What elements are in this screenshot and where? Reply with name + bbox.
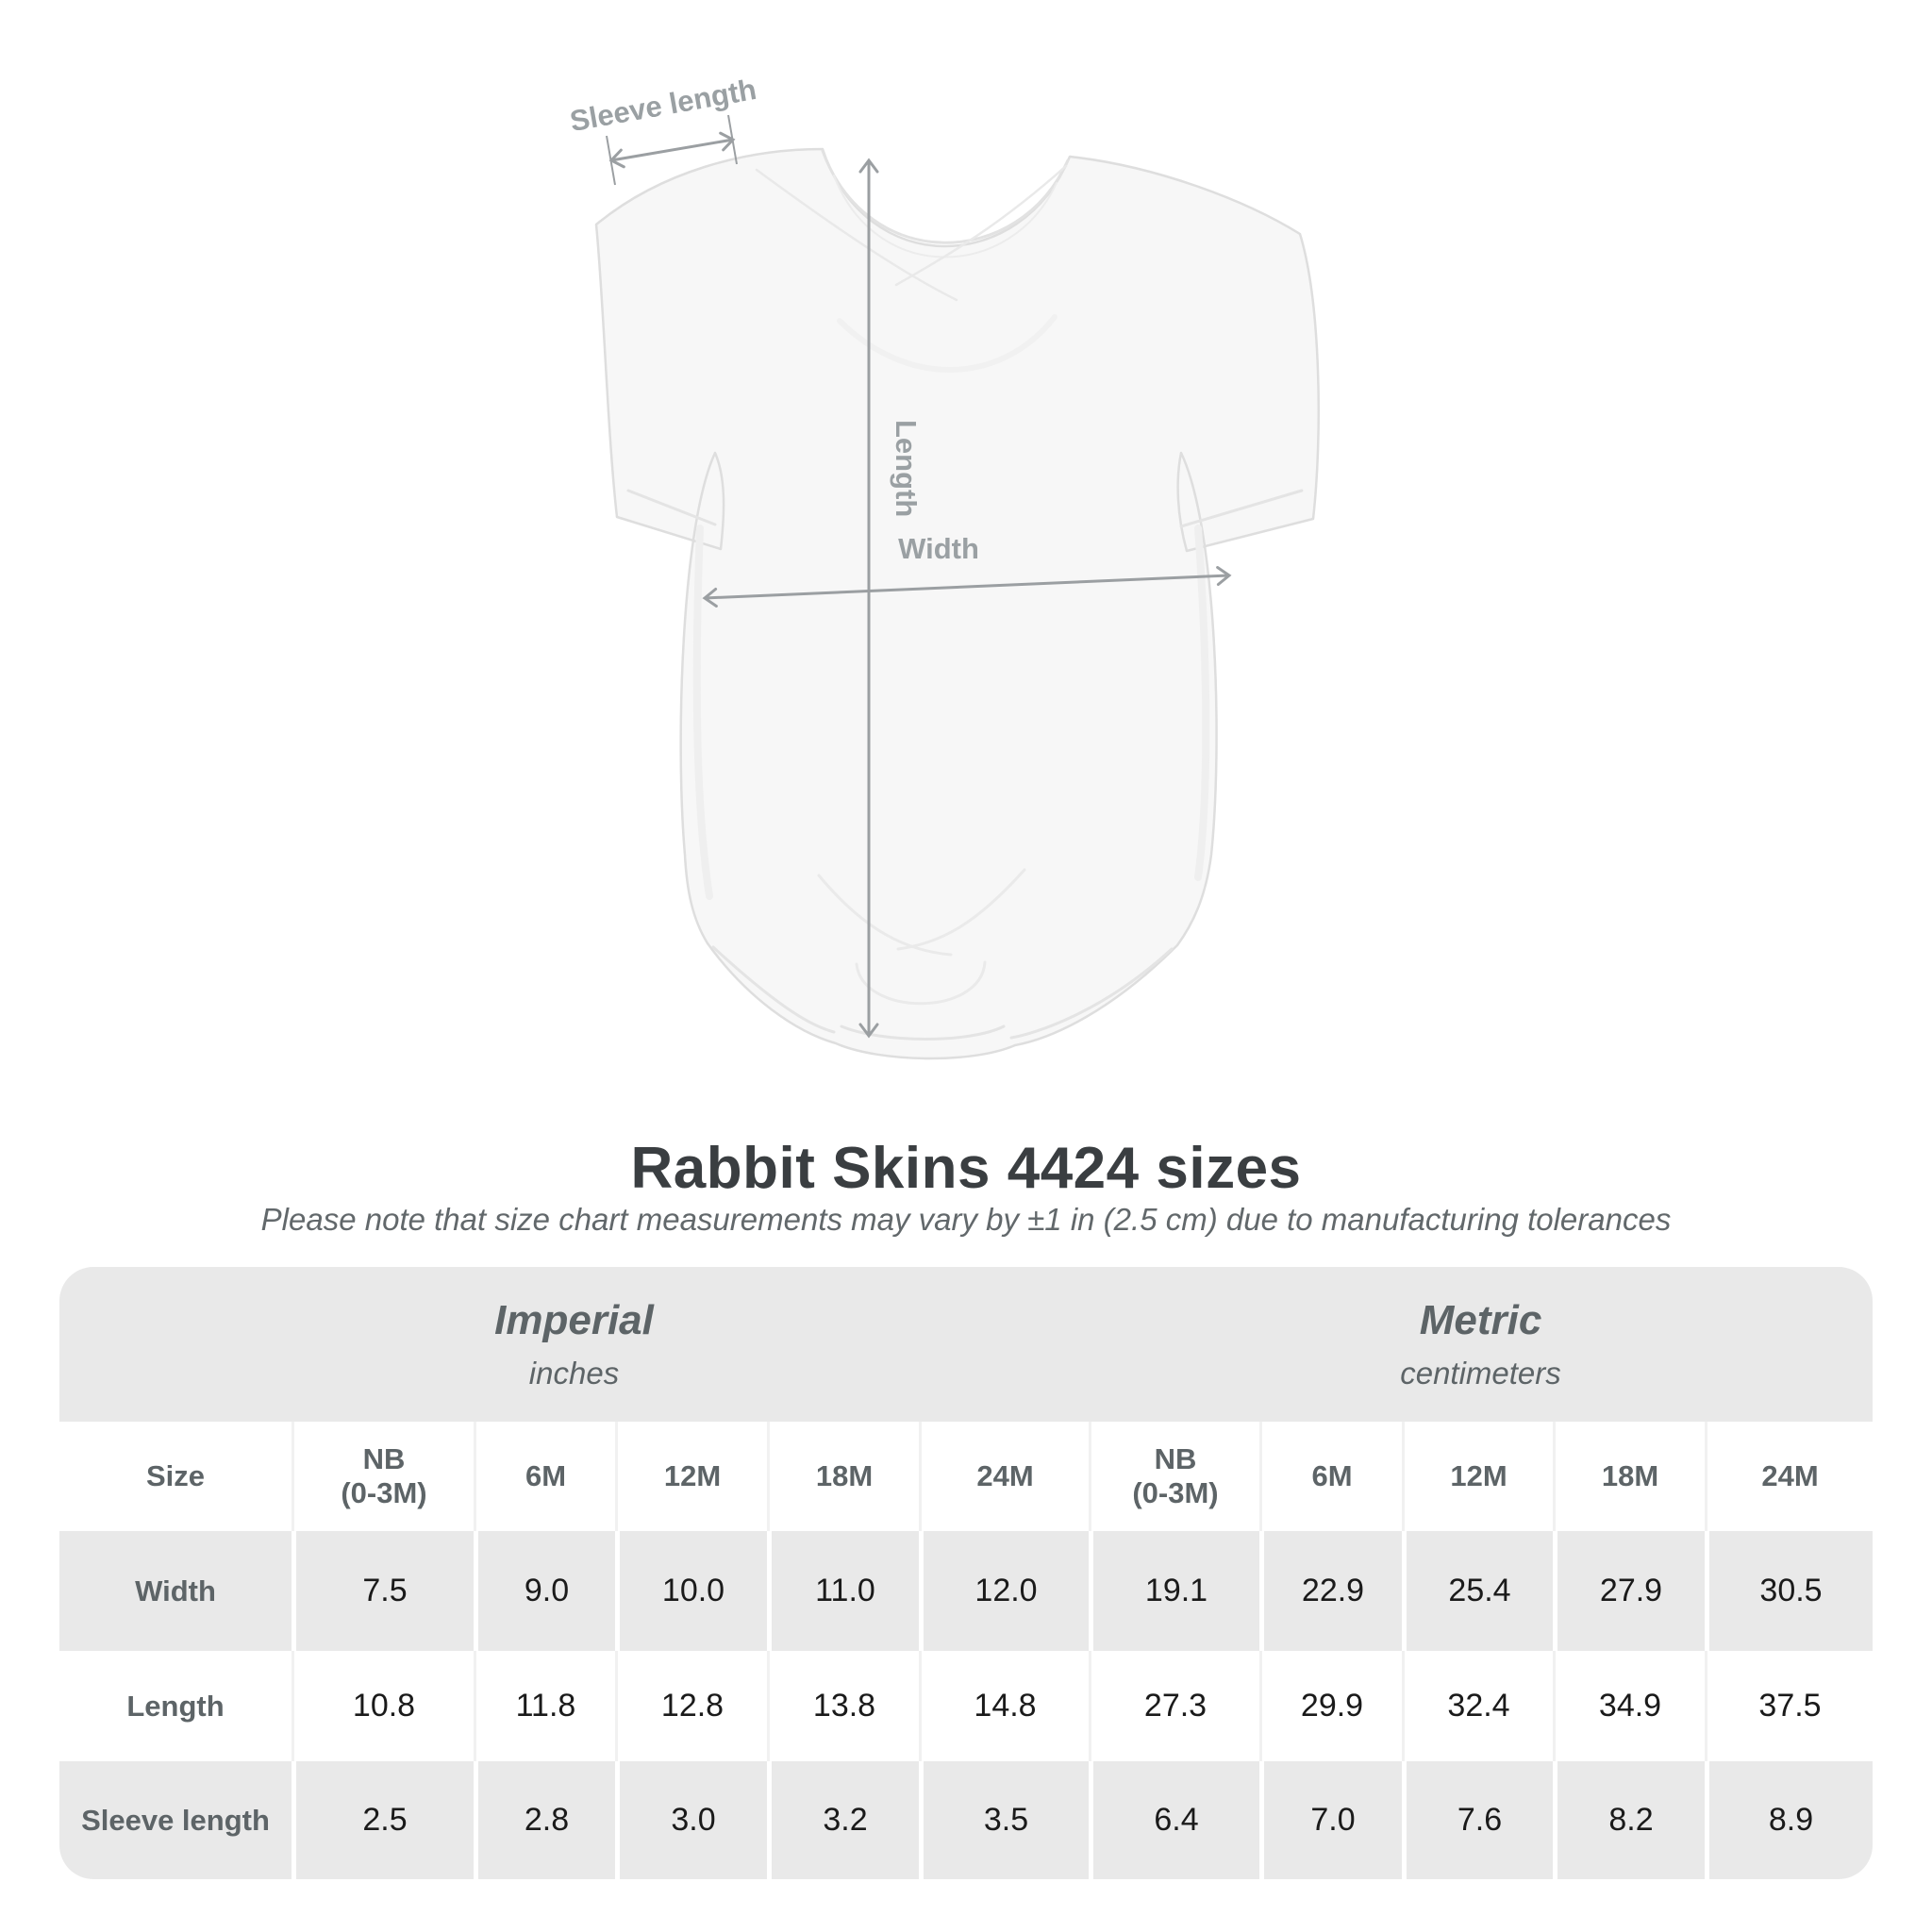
header-line1: NB — [1154, 1442, 1197, 1476]
width-value: 11.0 — [767, 1531, 919, 1651]
sleeve-length-value: 8.2 — [1553, 1761, 1705, 1879]
sleeve-length-value: 7.0 — [1259, 1761, 1402, 1879]
column-header-12m-imperial: 12M — [615, 1422, 767, 1531]
size-column-header: Size — [145, 1459, 206, 1492]
column-header-18m-imperial: 18M — [767, 1422, 919, 1531]
length-value: 14.8 — [919, 1651, 1089, 1761]
column-header-24m-imperial: 24M — [919, 1422, 1089, 1531]
column-header-18m-metric: 18M — [1553, 1422, 1705, 1531]
onesie-diagram: Sleeve length Length Width — [567, 73, 1321, 1060]
length-value: 13.8 — [767, 1651, 919, 1761]
width-dimension-line — [702, 566, 1232, 608]
width-value: 25.4 — [1402, 1531, 1553, 1651]
length-annotation-label: Length — [890, 420, 923, 518]
page-title: Rabbit Skins 4424 sizes — [630, 1136, 1302, 1201]
width-value: 22.9 — [1259, 1531, 1402, 1651]
length-value: 34.9 — [1553, 1651, 1705, 1761]
width-row: Width 7.5 9.0 10.0 11.0 12.0 19.1 22.9 2… — [59, 1531, 1873, 1651]
width-value: 7.5 — [291, 1531, 474, 1651]
size-header-row: Size NB (0-3M) 6M 12M 18M 24M NB (0-3M) … — [59, 1422, 1873, 1531]
width-value: 10.0 — [615, 1531, 767, 1651]
width-value: 27.9 — [1553, 1531, 1705, 1651]
imperial-label: Imperial — [494, 1297, 654, 1343]
width-value: 30.5 — [1705, 1531, 1873, 1651]
onesie-body-path — [594, 147, 1321, 1060]
column-header-nb-imperial: NB (0-3M) — [291, 1422, 474, 1531]
imperial-unit: inches — [528, 1356, 620, 1391]
row-label-width: Width — [135, 1574, 216, 1607]
sleeve-length-value: 2.8 — [474, 1761, 615, 1879]
dimension-lines — [606, 114, 1232, 1039]
row-label-length: Length — [126, 1689, 225, 1723]
length-value: 37.5 — [1705, 1651, 1873, 1761]
length-value: 11.8 — [474, 1651, 615, 1761]
length-value: 12.8 — [615, 1651, 767, 1761]
sleeve-length-value: 2.5 — [291, 1761, 474, 1879]
width-value: 12.0 — [919, 1531, 1089, 1651]
row-label-sleeve-length: Sleeve length — [81, 1803, 270, 1837]
unit-header-metric: Metric centimeters — [1089, 1267, 1873, 1422]
metric-unit: centimeters — [1400, 1356, 1561, 1391]
header-line2: (0-3M) — [1132, 1476, 1219, 1509]
width-value: 9.0 — [474, 1531, 615, 1651]
sleeve-length-row: Sleeve length 2.5 2.8 3.0 3.2 3.5 6.4 7.… — [59, 1761, 1873, 1879]
unit-header-row: Imperial inches Metric centimeters — [59, 1267, 1873, 1422]
sleeve-dimension-tick-right — [727, 114, 738, 165]
size-chart-table: Imperial inches Metric centimeters Size … — [59, 1267, 1873, 1879]
tolerance-note: Please note that size chart measurements… — [260, 1202, 1672, 1237]
length-value: 10.8 — [291, 1651, 474, 1761]
sleeve-length-value: 3.0 — [615, 1761, 767, 1879]
width-annotation-label: Width — [898, 532, 979, 565]
column-header-6m-metric: 6M — [1259, 1422, 1402, 1531]
length-value: 29.9 — [1259, 1651, 1402, 1761]
sleeve-length-value: 3.2 — [767, 1761, 919, 1879]
column-header-24m-metric: 24M — [1705, 1422, 1873, 1531]
length-row: Length 10.8 11.8 12.8 13.8 14.8 27.3 29.… — [59, 1651, 1873, 1761]
column-header-6m-imperial: 6M — [474, 1422, 615, 1531]
length-value: 32.4 — [1402, 1651, 1553, 1761]
sleeve-length-value: 8.9 — [1705, 1761, 1873, 1879]
header-line1: NB — [362, 1442, 406, 1476]
sleeve-length-dimension-line — [608, 131, 736, 169]
sleeve-dimension-tick-left — [606, 135, 616, 186]
onesie-graphic — [594, 114, 1321, 1060]
length-value: 27.3 — [1089, 1651, 1259, 1761]
sleeve-length-value: 6.4 — [1089, 1761, 1259, 1879]
width-value: 19.1 — [1089, 1531, 1259, 1651]
sleeve-length-value: 3.5 — [919, 1761, 1089, 1879]
metric-label: Metric — [1419, 1297, 1542, 1343]
unit-header-imperial: Imperial inches — [59, 1267, 1089, 1422]
column-header-12m-metric: 12M — [1402, 1422, 1553, 1531]
sleeve-length-value: 7.6 — [1402, 1761, 1553, 1879]
header-line2: (0-3M) — [341, 1476, 427, 1509]
column-header-nb-metric: NB (0-3M) — [1089, 1422, 1259, 1531]
